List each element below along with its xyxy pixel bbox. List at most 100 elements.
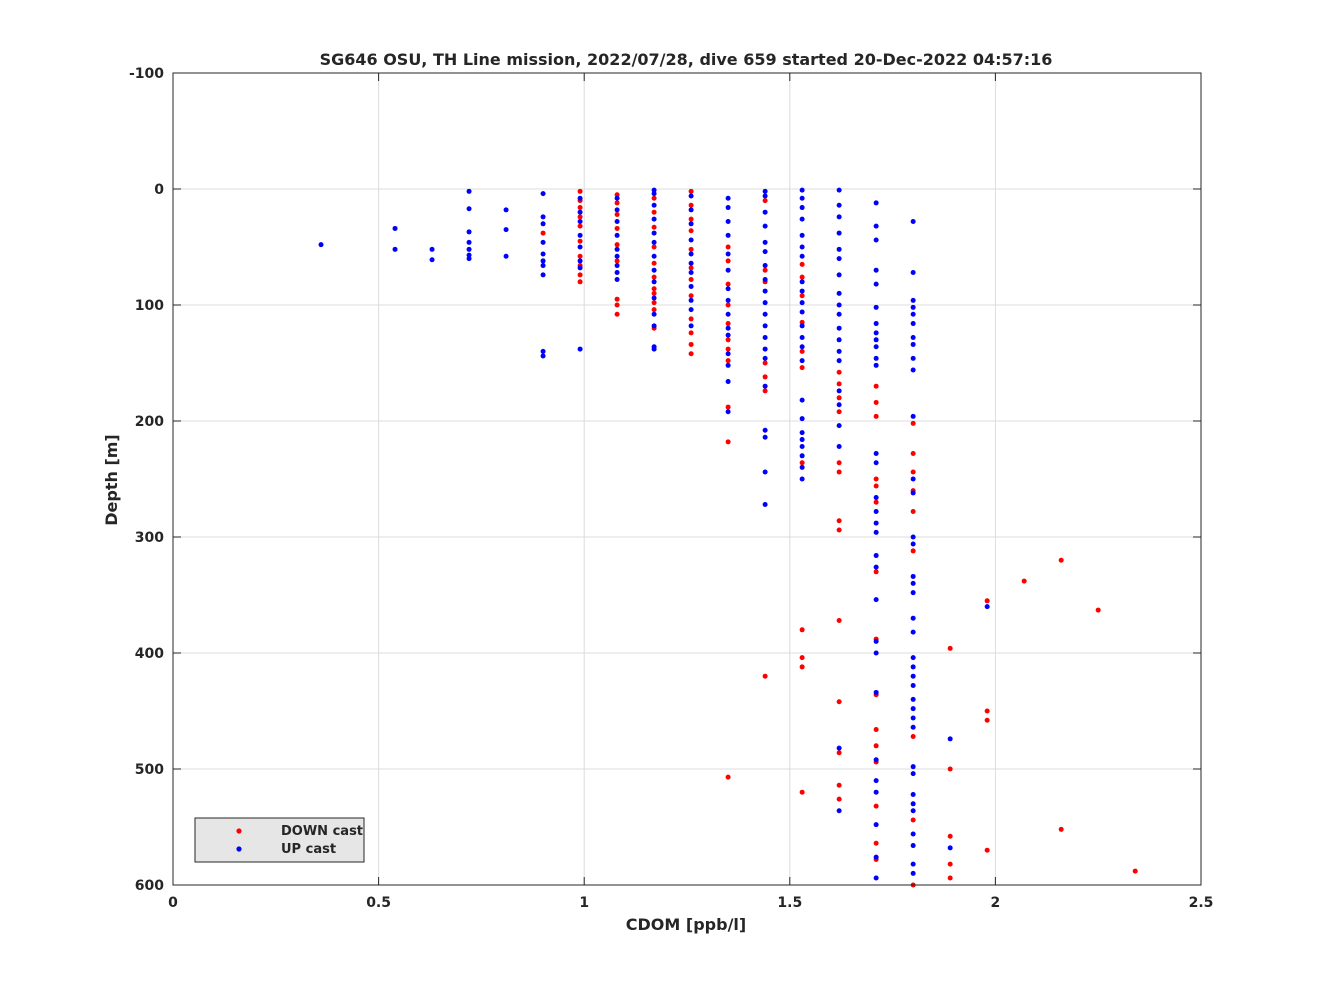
data-point [873, 399, 879, 405]
data-point [910, 843, 916, 849]
data-point [614, 192, 620, 198]
data-point [873, 460, 879, 466]
data-point [873, 854, 879, 860]
data-point [762, 360, 768, 366]
data-point [1058, 826, 1064, 832]
x-axis-label: CDOM [ppb/l] [626, 915, 746, 934]
data-point [836, 272, 842, 278]
data-point [873, 321, 879, 327]
data-point [688, 228, 694, 234]
data-point [873, 223, 879, 229]
data-point [873, 650, 879, 656]
data-point [910, 541, 916, 547]
data-point [836, 381, 842, 387]
data-point [910, 321, 916, 327]
data-point [873, 569, 879, 575]
data-point [762, 434, 768, 440]
data-point [614, 258, 620, 264]
data-point [762, 198, 768, 204]
data-point [318, 242, 324, 248]
data-point [651, 286, 657, 292]
data-point [836, 302, 842, 308]
data-point [873, 778, 879, 784]
data-point [873, 337, 879, 343]
data-point [799, 444, 805, 450]
data-point [725, 332, 731, 338]
data-point [577, 205, 583, 211]
data-point [503, 227, 509, 233]
data-point [725, 281, 731, 287]
data-point [873, 344, 879, 350]
data-point [910, 469, 916, 475]
data-point [910, 367, 916, 373]
data-point [910, 673, 916, 679]
data-point [873, 727, 879, 733]
data-point [873, 757, 879, 763]
data-point [540, 258, 546, 264]
legend-label-down: DOWN cast [281, 824, 363, 839]
data-point [762, 223, 768, 229]
data-point [614, 232, 620, 238]
data-point [910, 304, 916, 310]
data-point [910, 764, 916, 770]
data-point [1095, 607, 1101, 613]
data-point [836, 395, 842, 401]
data-point [540, 239, 546, 245]
data-point [725, 325, 731, 331]
data-point [910, 476, 916, 482]
data-point [836, 358, 842, 364]
data-point [799, 416, 805, 422]
data-point [688, 293, 694, 299]
data-point [614, 253, 620, 259]
data-point [614, 296, 620, 302]
legend: DOWN cast UP cast [194, 817, 365, 863]
data-point [651, 187, 657, 193]
data-point [1132, 868, 1138, 874]
data-point [873, 553, 879, 559]
data-point [651, 323, 657, 329]
data-point [651, 295, 657, 301]
legend-marker-up [236, 846, 242, 852]
data-point [540, 272, 546, 278]
data-point [873, 689, 879, 695]
data-point [799, 334, 805, 340]
data-point [725, 258, 731, 264]
data-point [762, 502, 768, 508]
x-tick-label: 2 [991, 895, 1001, 911]
data-point [540, 263, 546, 269]
data-point [688, 323, 694, 329]
data-point [725, 362, 731, 368]
data-point [540, 348, 546, 354]
data-point [910, 218, 916, 224]
data-point [614, 218, 620, 224]
data-point [873, 789, 879, 795]
data-point [910, 861, 916, 867]
data-point [984, 598, 990, 604]
data-point [725, 267, 731, 273]
data-point [836, 214, 842, 220]
data-point [614, 302, 620, 308]
data-point [873, 875, 879, 881]
data-point [984, 708, 990, 714]
data-point [614, 311, 620, 317]
data-point [836, 348, 842, 354]
data-point [947, 766, 953, 772]
data-point [725, 251, 731, 257]
data-point [836, 246, 842, 252]
data-point [984, 604, 990, 610]
data-point [651, 191, 657, 197]
y-tick-label: -100 [129, 66, 164, 82]
data-point [873, 200, 879, 206]
data-point [799, 319, 805, 325]
data-point [873, 803, 879, 809]
data-point [947, 736, 953, 742]
data-point [799, 344, 805, 350]
data-point [799, 476, 805, 482]
data-point [651, 290, 657, 296]
axis-ticks: 0 0.5 1 1.5 2 2.5 -100 0 100 200 300 400 500 600 [129, 66, 1213, 911]
data-point [762, 311, 768, 317]
data-point [577, 223, 583, 229]
data-point [799, 348, 805, 354]
data-point [762, 355, 768, 361]
